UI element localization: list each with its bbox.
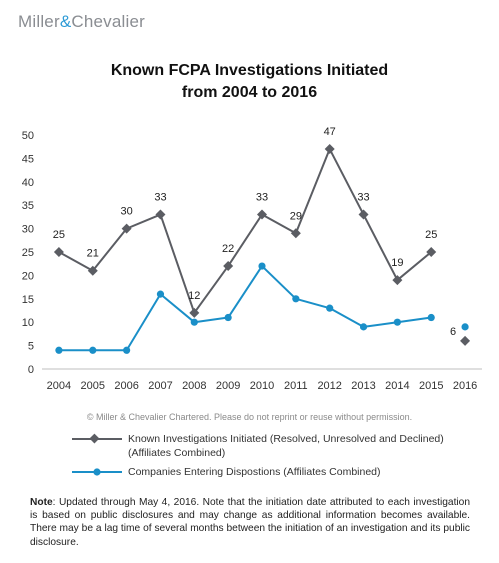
legend-item-dispositions: Companies Entering Dispostions (Affiliat… — [70, 465, 444, 479]
data-label: 6 — [450, 326, 456, 338]
data-label: 33 — [154, 192, 166, 204]
diamond-point — [392, 275, 403, 286]
diamond-point — [257, 209, 267, 220]
data-label: 22 — [222, 243, 234, 255]
data-label: 29 — [290, 210, 302, 222]
circle-point — [123, 346, 131, 354]
circle-marker-icon — [72, 468, 122, 476]
y-tick-label: 45 — [22, 153, 34, 165]
diamond-marker-icon — [72, 433, 122, 444]
chart-title-line-1: Known FCPA Investigations Initiated — [110, 62, 389, 79]
legend-label-investigations-line1: Known Investigations Initiated (Resolved… — [128, 433, 444, 445]
diamond-point — [223, 261, 234, 272]
line-chart: 0 5 10 15 20 25 30 35 40 45 50 2004 2005 2006 2007 2008… — [22, 126, 482, 392]
legend-label-investigations-line2: (Affiliates Combined) — [128, 447, 226, 459]
legend-label-dispositions: Companies Entering Dispostions (Affiliat… — [128, 466, 381, 478]
circle-point — [292, 295, 300, 303]
circle-point — [393, 318, 401, 326]
diamond-point — [324, 144, 335, 155]
circle-point — [359, 323, 368, 331]
diamond-point — [53, 247, 64, 257]
x-tick-label: 2007 — [148, 380, 172, 392]
data-label: 19 — [391, 257, 403, 269]
legend-item-investigations: Known Investigations Initiated (Resolved… — [70, 432, 444, 460]
x-tick-label: 2012 — [317, 380, 341, 392]
diamond-point — [189, 307, 200, 318]
x-tick-label: 2005 — [81, 380, 105, 392]
x-tick-label: 2015 — [419, 380, 443, 392]
data-label: 25 — [53, 229, 65, 241]
y-tick-label: 30 — [22, 224, 34, 236]
y-tick-label: 35 — [22, 200, 34, 212]
company-logo: Miller&Chevalier — [18, 12, 145, 32]
x-tick-label: 2011 — [284, 380, 308, 392]
diamond-point — [121, 223, 132, 234]
circle-point — [190, 318, 198, 326]
y-tick-label: 5 — [28, 341, 34, 353]
chart-legend: Known Investigations Initiated (Resolved… — [70, 432, 444, 484]
diamond-point — [358, 209, 369, 220]
data-label: 12 — [188, 290, 200, 302]
footnote: Note: Updated through May 4, 2016. Note … — [30, 496, 470, 549]
circle-point — [156, 290, 165, 298]
chart-title: Known FCPA Investigations Initiated from… — [0, 60, 499, 104]
x-tick-label: 2008 — [182, 380, 206, 392]
data-label: 47 — [324, 126, 336, 138]
series-line-2 — [58, 265, 432, 352]
y-tick-label: 50 — [22, 130, 34, 142]
note-text: : Updated through May 4, 2016. Note that… — [30, 497, 470, 548]
diamond-point — [87, 265, 98, 276]
logo-ampersand: & — [59, 12, 72, 31]
data-label: 21 — [87, 248, 99, 260]
x-tick-label: 2010 — [250, 380, 274, 392]
y-tick-label: 15 — [22, 294, 34, 306]
circle-point — [461, 323, 469, 331]
diamond-point — [460, 335, 471, 346]
circle-point — [224, 313, 232, 322]
x-tick-label: 2006 — [114, 380, 138, 392]
data-label: 33 — [357, 192, 369, 204]
logo-text-miller: Miller — [18, 12, 60, 31]
diamond-point — [426, 247, 437, 257]
y-tick-label: 0 — [28, 364, 34, 376]
data-label: 30 — [120, 206, 132, 218]
diamond-point — [290, 228, 301, 239]
circle-point — [326, 304, 334, 312]
y-tick-label: 25 — [22, 247, 34, 259]
chart-title-line-2: from 2004 to 2016 — [181, 84, 318, 101]
x-tick-label: 2009 — [216, 380, 240, 392]
diamond-point — [155, 209, 166, 220]
circle-point — [89, 346, 97, 354]
data-label: 33 — [256, 192, 268, 204]
circle-point — [258, 262, 266, 270]
y-tick-label: 10 — [22, 317, 34, 329]
y-tick-label: 40 — [22, 177, 34, 189]
x-tick-label: 2014 — [385, 380, 409, 392]
data-label: 25 — [425, 229, 437, 241]
series-line-1 — [58, 148, 432, 314]
x-tick-label: 2013 — [351, 380, 375, 392]
y-tick-label: 20 — [22, 270, 34, 282]
circle-point — [427, 313, 435, 322]
x-tick-label: 2004 — [47, 380, 71, 392]
circle-point — [55, 346, 63, 354]
logo-text-chevalier: Chevalier — [71, 12, 145, 31]
x-tick-label: 2016 — [453, 380, 477, 392]
note-label: Note — [30, 497, 53, 508]
copyright-notice: © Miller & Chevalier Chartered. Please d… — [86, 412, 413, 422]
